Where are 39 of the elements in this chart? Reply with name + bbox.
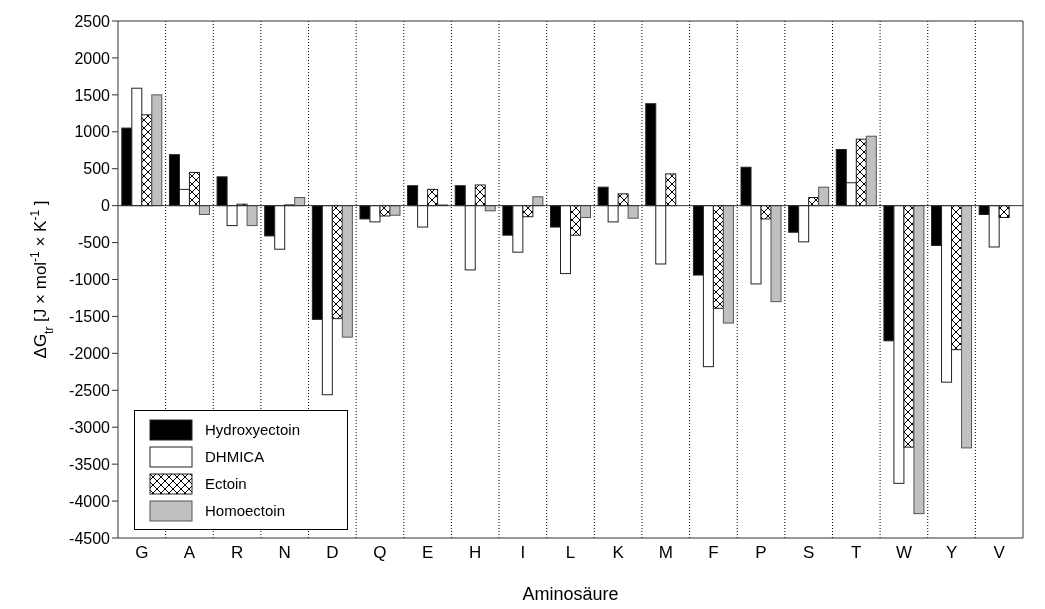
legend-label: DHMICA bbox=[205, 448, 265, 465]
x-tick-label: N bbox=[278, 543, 291, 563]
legend-label: Hydroxyectoin bbox=[205, 421, 301, 438]
x-tick-label: P bbox=[755, 543, 767, 563]
y-tick-label: -2500 bbox=[69, 381, 111, 399]
y-tick-label: 2500 bbox=[74, 12, 111, 30]
x-tick-label: A bbox=[183, 543, 196, 563]
y-tick-label: 1500 bbox=[74, 86, 111, 104]
x-tick-label: T bbox=[851, 543, 862, 563]
y-tick-label: -2000 bbox=[69, 345, 111, 363]
y-tick-label: -4000 bbox=[69, 492, 111, 510]
legend-label: Homoectoin bbox=[205, 502, 286, 519]
y-tick-label: -1000 bbox=[69, 271, 111, 289]
x-tick-label: L bbox=[565, 543, 576, 563]
y-tick-label: -3500 bbox=[69, 455, 111, 473]
x-tick-label: V bbox=[993, 543, 1006, 563]
y-tick-label: 500 bbox=[83, 160, 111, 178]
x-tick-label: R bbox=[230, 543, 244, 563]
x-tick-label: D bbox=[326, 543, 339, 563]
x-tick-label: G bbox=[135, 543, 149, 563]
x-tick-label: M bbox=[658, 543, 673, 563]
x-tick-label: S bbox=[802, 543, 815, 563]
x-tick-label: E bbox=[421, 543, 434, 563]
y-tick-label: 2000 bbox=[74, 49, 111, 67]
y-tick-label: -500 bbox=[77, 234, 111, 252]
y-tick-label: -3000 bbox=[69, 418, 111, 436]
legend-label: Ectoin bbox=[205, 475, 247, 492]
y-tick-label: -4500 bbox=[69, 529, 111, 547]
x-tick-label: H bbox=[469, 543, 482, 563]
x-tick-label: I bbox=[520, 543, 526, 563]
y-tick-label: 0 bbox=[101, 197, 111, 215]
x-tick-label: Q bbox=[373, 543, 387, 563]
x-tick-label: W bbox=[895, 543, 912, 563]
x-tick-label: F bbox=[708, 543, 719, 563]
x-tick-label: Y bbox=[945, 543, 958, 563]
x-axis-title: Aminosäure bbox=[522, 584, 619, 604]
y-tick-label: 1000 bbox=[74, 123, 111, 141]
x-tick-label: K bbox=[612, 543, 625, 563]
y-tick-label: -1500 bbox=[69, 308, 111, 326]
